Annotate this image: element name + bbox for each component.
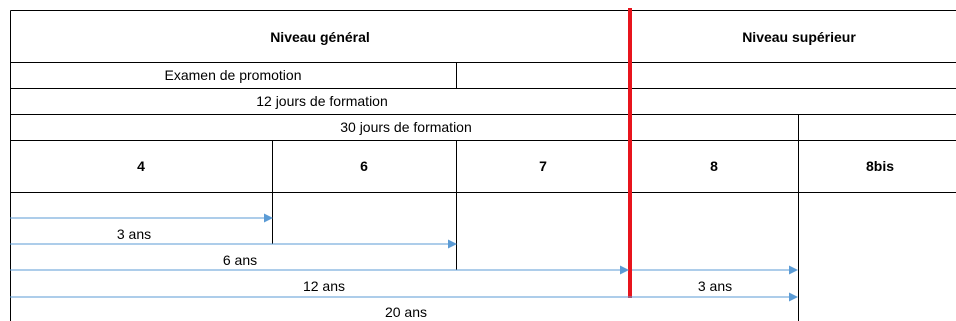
duration-label-3-years: 3 ans bbox=[117, 226, 151, 242]
training-30-days-label: 30 jours de formation bbox=[340, 119, 472, 135]
grade-label-6: 6 bbox=[360, 158, 368, 174]
grade-label-7: 7 bbox=[539, 158, 547, 174]
training-12-days-label: 12 jours de formation bbox=[256, 93, 388, 109]
duration-label-20-years: 20 ans bbox=[385, 304, 427, 320]
duration-label-12-years: 12 ans bbox=[303, 278, 345, 294]
grade-label-4: 4 bbox=[137, 158, 145, 174]
duration-label-6-years: 6 ans bbox=[223, 252, 257, 268]
duration-arrows bbox=[10, 213, 798, 302]
arrow-20-years-grade-8bis bbox=[10, 292, 798, 302]
table-grid bbox=[10, 10, 956, 321]
higher-level-heading: Niveau supérieur bbox=[742, 29, 856, 45]
duration-label-3-years-higher: 3 ans bbox=[698, 278, 732, 294]
general-level-heading: Niveau général bbox=[270, 29, 370, 45]
arrow-3-years-grade-8bis bbox=[632, 265, 798, 275]
promotion-exam-label: Examen de promotion bbox=[165, 67, 302, 83]
grade-label-8: 8 bbox=[710, 158, 718, 174]
grade-label-8bis: 8bis bbox=[866, 158, 894, 174]
arrow-3-years-grade-4 bbox=[10, 213, 273, 223]
arrow-12-years-grade-8 bbox=[10, 265, 629, 275]
arrow-6-years-grade-6 bbox=[10, 239, 457, 249]
